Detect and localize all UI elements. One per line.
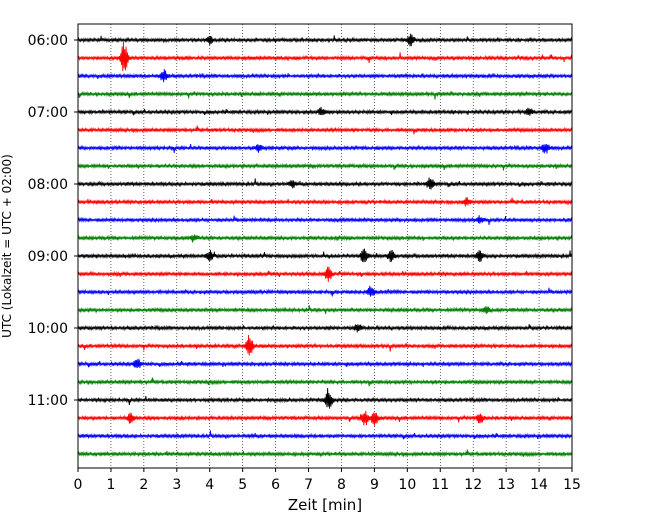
trace-row-20 — [77, 388, 573, 409]
trace-row-9 — [77, 197, 573, 207]
x-axis-label: Zeit [min] — [288, 496, 362, 514]
y-axis-ticks: 06:00 07:00 08:00 09:00 10:00 11:00 — [28, 33, 78, 409]
trace-row-2 — [77, 69, 573, 83]
y-tick-label-10:00: 10:00 — [28, 321, 68, 337]
trace-row-5 — [77, 125, 573, 135]
x-tick-label-5: 5 — [238, 477, 247, 493]
trace-row-4 — [77, 106, 573, 116]
trace-row-7 — [77, 162, 573, 171]
x-axis-ticks: 0 1 2 3 4 5 6 7 8 9 10 11 12 13 14 15 — [74, 468, 581, 493]
trace-row-6 — [77, 143, 573, 154]
x-tick-label-15: 15 — [563, 477, 581, 493]
vertical-grid — [110, 24, 540, 468]
seismic-traces — [77, 33, 573, 458]
trace-row-17 — [77, 334, 573, 356]
x-tick-label-10: 10 — [398, 477, 416, 493]
x-tick-label-13: 13 — [497, 477, 515, 493]
y-tick-label-06:00: 06:00 — [28, 33, 68, 49]
x-tick-label-2: 2 — [139, 477, 148, 493]
y-tick-label-08:00: 08:00 — [28, 177, 68, 193]
x-tick-label-11: 11 — [431, 477, 449, 493]
trace-row-11 — [77, 234, 573, 243]
trace-row-1 — [77, 41, 573, 72]
trace-row-0 — [77, 33, 573, 47]
y-tick-label-09:00: 09:00 — [28, 249, 68, 265]
trace-row-13 — [77, 266, 573, 282]
trace-row-3 — [77, 90, 573, 100]
x-tick-label-14: 14 — [530, 477, 548, 493]
x-tick-label-12: 12 — [464, 477, 482, 493]
y-tick-label-07:00: 07:00 — [28, 105, 68, 121]
trace-row-23 — [77, 449, 573, 458]
x-tick-label-7: 7 — [304, 477, 313, 493]
x-tick-label-4: 4 — [205, 477, 214, 493]
x-tick-label-8: 8 — [337, 477, 346, 493]
trace-row-14 — [77, 285, 573, 297]
x-tick-label-0: 0 — [74, 477, 83, 493]
y-axis-label: UTC (Lokalzeit = UTC + 02:00) — [0, 154, 14, 338]
trace-row-16 — [77, 324, 573, 333]
x-tick-label-3: 3 — [172, 477, 181, 493]
trace-row-8 — [77, 177, 573, 190]
x-tick-label-1: 1 — [106, 477, 115, 493]
trace-row-18 — [77, 358, 573, 369]
trace-row-15 — [77, 304, 573, 315]
y-tick-label-11:00: 11:00 — [28, 393, 68, 409]
trace-row-10 — [77, 215, 573, 226]
plot-frame — [77, 23, 573, 469]
x-tick-label-6: 6 — [271, 477, 280, 493]
trace-row-19 — [77, 377, 573, 387]
trace-row-12 — [77, 248, 573, 263]
x-tick-label-9: 9 — [370, 477, 379, 493]
trace-row-21 — [77, 410, 573, 426]
trace-row-22 — [77, 430, 573, 440]
